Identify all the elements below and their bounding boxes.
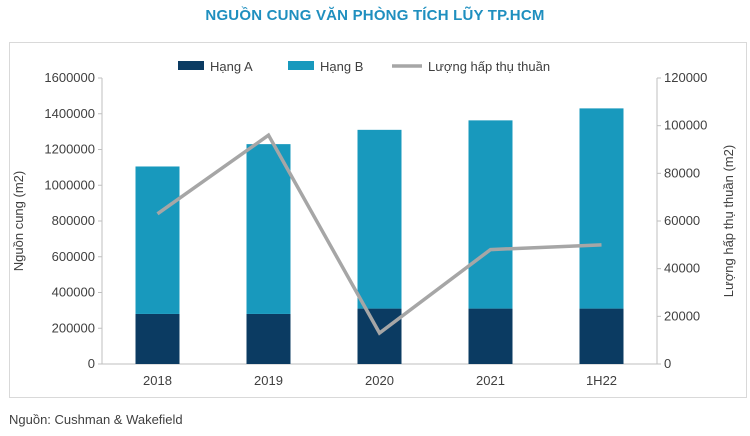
y-tick-label-right: 60000: [664, 213, 700, 228]
bar-hạng-b: [246, 144, 291, 314]
y-tick-label-left: 1000000: [44, 177, 95, 192]
y-axis-title-left: Nguồn cung (m2): [11, 171, 26, 271]
y-tick-label-left: 1600000: [44, 70, 95, 85]
bar-hạng-b: [468, 120, 513, 309]
y-tick-label-right: 40000: [664, 261, 700, 276]
x-tick-label: 2018: [143, 373, 172, 388]
y-tick-label-left: 800000: [52, 213, 95, 228]
bar-hạng-b: [135, 166, 180, 314]
y-tick-label-right: 20000: [664, 308, 700, 323]
x-tick-label: 2021: [476, 373, 505, 388]
y-tick-label-right: 100000: [664, 118, 707, 133]
y-tick-label-left: 1400000: [44, 106, 95, 121]
y-tick-label-left: 0: [88, 356, 95, 371]
bar-hạng-a: [357, 308, 402, 364]
bar-hạng-b: [579, 108, 624, 309]
legend-swatch: [178, 61, 204, 70]
y-tick-label-right: 120000: [664, 70, 707, 85]
bar-hạng-a: [468, 308, 513, 364]
legend-swatch: [288, 61, 314, 70]
y-tick-label-right: 80000: [664, 165, 700, 180]
bar-hạng-a: [579, 308, 624, 364]
legend-label: Hạng A: [210, 59, 253, 74]
bar-hạng-b: [357, 129, 402, 309]
source-note: Nguồn: Cushman & Wakefield: [9, 412, 183, 427]
x-tick-label: 1H22: [586, 373, 617, 388]
y-tick-label-right: 0: [664, 356, 671, 371]
y-tick-label-left: 1200000: [44, 142, 95, 157]
y-tick-label-left: 600000: [52, 249, 95, 264]
legend-label: Hạng B: [320, 59, 363, 74]
bar-hạng-a: [135, 313, 180, 364]
y-tick-label-left: 400000: [52, 285, 95, 300]
y-axis-title-right: Lượng hấp thụ thuần (m2): [721, 145, 736, 297]
bar-hạng-a: [246, 313, 291, 364]
y-tick-label-left: 200000: [52, 320, 95, 335]
chart-frame: [9, 42, 747, 398]
x-tick-label: 2019: [254, 373, 283, 388]
x-tick-label: 2020: [365, 373, 394, 388]
legend-label: Lượng hấp thụ thuần: [428, 59, 550, 74]
chart-title: NGUỒN CUNG VĂN PHÒNG TÍCH LŨY TP.HCM: [205, 7, 545, 24]
